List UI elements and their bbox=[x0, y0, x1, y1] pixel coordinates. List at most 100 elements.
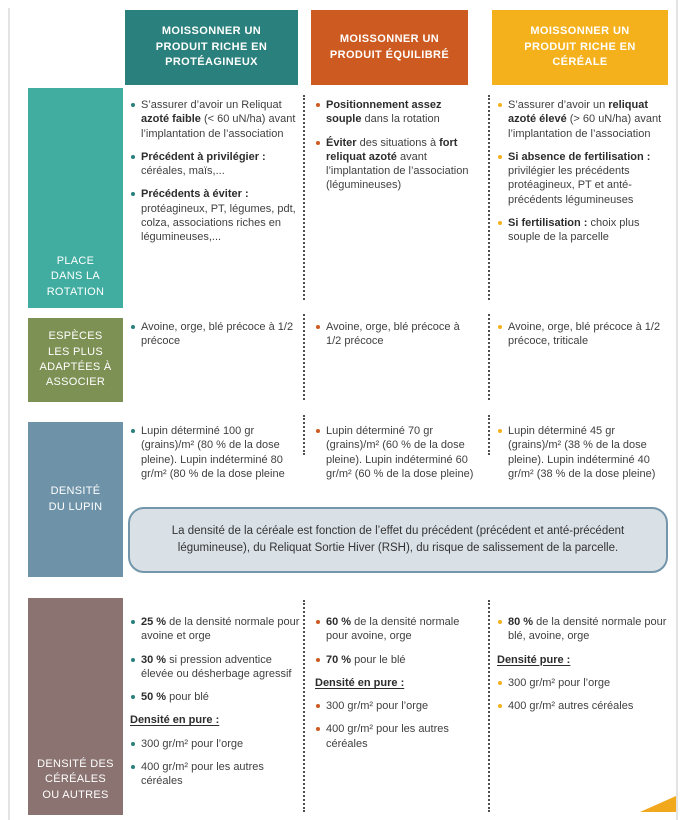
bullet-text: 70 % pour le blé bbox=[326, 653, 406, 666]
cell-rotation-cereale: S’assurer d’avoir un reliquat azoté élev… bbox=[497, 98, 669, 254]
bullet-dot bbox=[131, 103, 135, 107]
bullet-text: Avoine, orge, blé précoce à 1/2 précoce bbox=[326, 321, 460, 348]
bullet-item: 400 gr/m² pour les autres céréales bbox=[315, 722, 477, 751]
bullet-dot bbox=[131, 741, 135, 746]
bullet-item: 400 gr/m² autres céréales bbox=[497, 699, 669, 713]
bullet-item: Lupin déterminé 45 gr (grains)/m² (38 % … bbox=[497, 424, 669, 481]
bullet-item: Avoine, orge, blé précoce à 1/2 précoce,… bbox=[497, 320, 669, 349]
cereal-density-callout: La densité de la céréale est fonction de… bbox=[128, 507, 668, 573]
cell-especes-equilibre: Avoine, orge, blé précoce à 1/2 précoce bbox=[315, 320, 477, 358]
bullet-text: Éviter des situations à fort reliquat az… bbox=[326, 136, 469, 192]
bullet-dot bbox=[498, 620, 502, 624]
bullet-item: Avoine, orge, blé précoce à 1/2 précoce bbox=[315, 320, 477, 349]
bullet-dot bbox=[498, 154, 502, 159]
row-label-place-rotation: PLACE DANS LA ROTATION bbox=[28, 88, 123, 308]
cell-lupin-cereale: Lupin déterminé 45 gr (grains)/m² (38 % … bbox=[497, 424, 669, 490]
bullet-dot bbox=[316, 103, 320, 107]
bullet-text: Lupin déterminé 70 gr (grains)/m² (60 % … bbox=[326, 425, 474, 480]
cell-cereales-equilibre: 60 % de la densité normale pour avoine, … bbox=[315, 615, 477, 760]
bullet-dot bbox=[316, 140, 320, 145]
bullet-dot bbox=[131, 657, 135, 662]
bullet-text: Si absence de fertilisation : privilégie… bbox=[508, 150, 651, 206]
bullet-dot bbox=[131, 154, 135, 159]
bullet-item: 60 % de la densité normale pour avoine, … bbox=[315, 615, 477, 644]
bullet-text: Avoine, orge, blé précoce à 1/2 précoce,… bbox=[508, 321, 661, 348]
bullet-dot bbox=[131, 695, 135, 700]
cell-especes-proteagineux: Avoine, orge, blé précoce à 1/2 précoce bbox=[130, 320, 302, 358]
callout-text: La densité de la céréale est fonction de… bbox=[171, 525, 625, 554]
cell-rotation-equilibre: Positionnement assez souple dans la rota… bbox=[315, 98, 477, 202]
column-separator bbox=[303, 600, 305, 812]
cell-especes-cereale: Avoine, orge, blé précoce à 1/2 précoce,… bbox=[497, 320, 669, 358]
cell-lupin-equilibre: Lupin déterminé 70 gr (grains)/m² (60 % … bbox=[315, 424, 477, 490]
bullet-item: Positionnement assez souple dans la rota… bbox=[315, 98, 477, 127]
bullet-text: S’assurer d’avoir un reliquat azoté élev… bbox=[508, 99, 662, 140]
bullet-dot bbox=[498, 704, 502, 709]
bullet-dot bbox=[498, 680, 502, 685]
bullet-text: 400 gr/m² pour les autres céréales bbox=[141, 761, 264, 788]
bullet-item: 30 % si pression adventice élevée ou dés… bbox=[130, 653, 302, 682]
bullet-item: Précédents à éviter : protéagineux, PT, … bbox=[130, 187, 302, 244]
column-separator bbox=[303, 95, 305, 300]
cell-heading: Densité en pure : bbox=[315, 676, 405, 689]
column-header-equilibre: MOISSONNER UN PRODUIT ÉQUILIBRÉ bbox=[311, 10, 468, 85]
bullet-text: 60 % de la densité normale pour avoine, … bbox=[326, 616, 460, 643]
cell-lupin-proteagineux: Lupin déterminé 100 gr (grains)/m² (80 %… bbox=[130, 424, 302, 490]
column-separator bbox=[488, 314, 490, 400]
column-separator bbox=[303, 415, 305, 455]
row-label-especes: ESPÈCES LES PLUS ADAPTÉES À ASSOCIER bbox=[28, 318, 123, 402]
bullet-dot bbox=[316, 657, 320, 662]
bullet-text: Précédents à éviter : protéagineux, PT, … bbox=[141, 188, 296, 244]
bullet-item: 300 gr/m² pour l’orge bbox=[130, 737, 302, 751]
bullet-text: 300 gr/m² pour l’orge bbox=[326, 700, 429, 713]
bullet-item: 400 gr/m² pour les autres céréales bbox=[130, 760, 302, 789]
bullet-item: Si absence de fertilisation : privilégie… bbox=[497, 150, 669, 207]
column-separator bbox=[488, 95, 490, 300]
bullet-item: 70 % pour le blé bbox=[315, 653, 477, 667]
bullet-item: S’assurer d’avoir un reliquat azoté élev… bbox=[497, 98, 669, 141]
bullet-item: Éviter des situations à fort reliquat az… bbox=[315, 136, 477, 193]
bullet-dot bbox=[316, 727, 320, 732]
bullet-dot bbox=[131, 620, 135, 624]
column-separator bbox=[488, 415, 490, 455]
bullet-text: 400 gr/m² pour les autres céréales bbox=[326, 723, 449, 750]
bullet-dot bbox=[498, 429, 502, 433]
bullet-dot bbox=[316, 620, 320, 624]
bullet-item: 300 gr/m² pour l’orge bbox=[497, 676, 669, 690]
cell-heading: Densité en pure : bbox=[130, 714, 220, 727]
bullet-item: S’assurer d’avoir un Reliquat azoté faib… bbox=[130, 98, 302, 141]
cell-heading: Densité pure : bbox=[497, 653, 571, 666]
cell-cereales-cereale: 80 % de la densité normale pour blé, avo… bbox=[497, 615, 669, 722]
bullet-dot bbox=[131, 429, 135, 433]
bullet-item: Lupin déterminé 100 gr (grains)/m² (80 %… bbox=[130, 424, 302, 481]
bullet-dot bbox=[316, 429, 320, 433]
bullet-text: Lupin déterminé 100 gr (grains)/m² (80 %… bbox=[141, 425, 285, 480]
bullet-text: 300 gr/m² pour l’orge bbox=[141, 737, 244, 750]
bullet-item: Avoine, orge, blé précoce à 1/2 précoce bbox=[130, 320, 302, 349]
column-separator bbox=[303, 314, 305, 400]
column-header-cereale: MOISSONNER UN PRODUIT RICHE EN CÉRÉALE bbox=[492, 10, 668, 85]
bullet-dot bbox=[498, 103, 502, 107]
bullet-text: 300 gr/m² pour l’orge bbox=[508, 676, 611, 689]
bullet-item: Lupin déterminé 70 gr (grains)/m² (60 % … bbox=[315, 424, 477, 481]
bullet-text: Positionnement assez souple dans la rota… bbox=[326, 99, 442, 126]
bullet-item: Précédent à privilégier : céréales, maïs… bbox=[130, 150, 302, 179]
bullet-text: 80 % de la densité normale pour blé, avo… bbox=[508, 616, 667, 643]
bullet-text: 400 gr/m² autres céréales bbox=[508, 700, 634, 713]
bullet-dot bbox=[131, 765, 135, 770]
bullet-text: Lupin déterminé 45 gr (grains)/m² (38 % … bbox=[508, 425, 656, 480]
bullet-dot bbox=[498, 325, 502, 329]
page-edge-line-left bbox=[8, 8, 10, 820]
page-edge-line-right bbox=[676, 0, 678, 820]
bullet-text: Avoine, orge, blé précoce à 1/2 précoce bbox=[141, 321, 294, 348]
column-header-proteagineux: MOISSONNER UN PRODUIT RICHE EN PROTÉAGIN… bbox=[125, 10, 298, 85]
bullet-item: 50 % pour blé bbox=[130, 690, 302, 704]
cell-cereales-proteagineux: 25 % de la densité normale pour avoine e… bbox=[130, 615, 302, 798]
bullet-item: Si fertilisation : choix plus souple de … bbox=[497, 216, 669, 245]
bullet-text: 50 % pour blé bbox=[141, 691, 209, 704]
bullet-item: 80 % de la densité normale pour blé, avo… bbox=[497, 615, 669, 644]
bullet-text: 25 % de la densité normale pour avoine e… bbox=[141, 616, 300, 643]
bullet-text: Si fertilisation : choix plus souple de … bbox=[508, 217, 640, 244]
bullet-text: 30 % si pression adventice élevée ou dés… bbox=[141, 653, 292, 680]
